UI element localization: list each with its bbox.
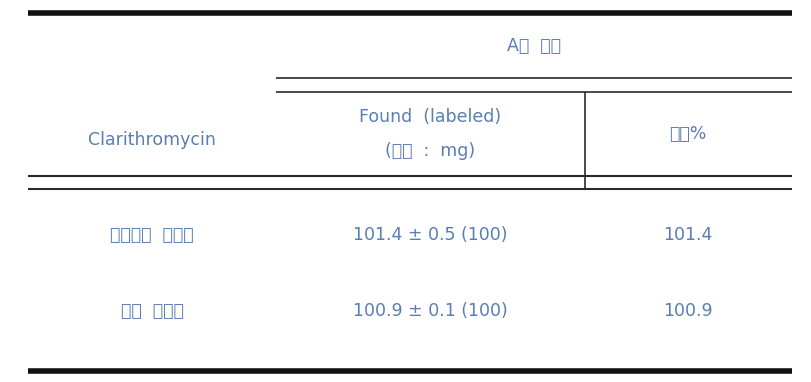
Text: 대한약전  시험법: 대한약전 시험법 — [110, 226, 194, 244]
Text: 그린  시험법: 그린 시험법 — [121, 302, 183, 320]
Text: 100.9: 100.9 — [663, 302, 712, 320]
Text: Found  (labeled): Found (labeled) — [358, 107, 501, 126]
Text: 100.9 ± 0.1 (100): 100.9 ± 0.1 (100) — [353, 302, 507, 320]
Text: A사  제품: A사 제품 — [506, 37, 560, 55]
Text: 함량%: 함량% — [668, 125, 706, 143]
Text: 101.4 ± 0.5 (100): 101.4 ± 0.5 (100) — [353, 226, 507, 244]
Text: (단위  :  mg): (단위 : mg) — [385, 142, 474, 160]
Text: 101.4: 101.4 — [663, 226, 712, 244]
Text: Clarithromycin: Clarithromycin — [88, 131, 216, 149]
